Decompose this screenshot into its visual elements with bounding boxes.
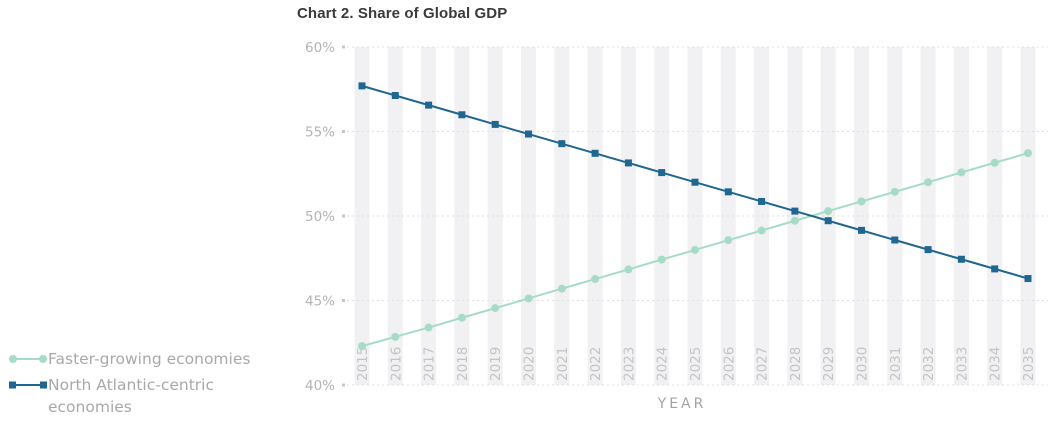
series-1-point: [1024, 275, 1032, 283]
x-tick-label: 2019: [488, 347, 504, 381]
series-1-point: [758, 197, 766, 205]
chart-title: Chart 2. Share of Global GDP: [297, 5, 508, 22]
y-tick-mark: [342, 214, 345, 218]
x-tick-label: 2018: [455, 347, 471, 381]
year-band-2031: [887, 47, 903, 385]
x-tick-label: 2025: [688, 347, 704, 381]
x-tick-label: 2028: [788, 347, 804, 381]
x-tick-label: 2022: [588, 347, 604, 381]
series-0-point: [358, 342, 366, 351]
series-0-point: [957, 168, 966, 177]
legend-item-north-atlantic: North Atlantic-centric economies: [4, 374, 288, 418]
legend: Faster-growing economies North Atlantic-…: [4, 348, 288, 422]
series-0-point: [424, 323, 433, 332]
x-tick-label: 2015: [355, 347, 371, 381]
series-1-point: [591, 149, 599, 157]
series-0-point: [591, 275, 600, 284]
series-1-point: [624, 159, 632, 167]
series-0-point: [1024, 149, 1032, 158]
x-tick-label: 2024: [655, 347, 671, 381]
series-0-point: [990, 158, 999, 167]
x-tick-label: 2021: [555, 347, 571, 381]
year-band-2034: [987, 47, 1003, 385]
series-0-point: [457, 313, 466, 322]
year-band-2025: [687, 47, 703, 385]
year-band-2033: [953, 47, 969, 385]
x-tick-label: 2034: [988, 347, 1004, 381]
x-tick-label: 2035: [1021, 347, 1037, 381]
series-1-point: [425, 101, 433, 109]
series-1-point: [491, 120, 499, 128]
year-band-2027: [754, 47, 770, 385]
x-tick-label: 2020: [522, 347, 538, 381]
y-tick-mark: [342, 45, 345, 49]
year-band-2022: [587, 47, 603, 385]
series-0-point: [491, 304, 500, 313]
series-0-point: [824, 207, 833, 216]
x-tick-label: 2023: [621, 347, 637, 381]
series-0-point: [657, 255, 666, 264]
series-0-point: [557, 284, 566, 293]
series-1-point: [358, 82, 366, 90]
series-1-point: [391, 92, 399, 100]
year-band-2030: [854, 47, 869, 385]
y-tick-mark: [342, 130, 345, 133]
y-tick-label: 55%: [305, 125, 335, 141]
series-0-point: [391, 332, 400, 341]
x-tick-label: 2027: [755, 347, 771, 381]
series-1-point: [558, 140, 566, 148]
series-1-point: [891, 236, 899, 244]
series-1-point: [724, 188, 732, 196]
legend-swatch-north-atlantic: [9, 381, 47, 389]
x-axis-label: YEAR: [657, 396, 707, 412]
legend-label-faster-growing: Faster-growing economies: [48, 350, 251, 368]
series-0-point: [624, 265, 633, 274]
x-tick-label: 2016: [388, 347, 404, 381]
series-0-point: [924, 178, 933, 187]
series-1-point: [991, 265, 999, 273]
x-tick-label: 2031: [888, 347, 904, 381]
series-1-point: [957, 255, 965, 263]
legend-item-faster-growing: Faster-growing economies: [4, 348, 288, 370]
y-tick-label: 50%: [305, 209, 335, 225]
series-1-point: [658, 169, 666, 177]
x-axis-ticks: 2015 2016 2017 2018 2019 2020 2021 2022 2023 2024…: [355, 347, 1037, 381]
series-1-point: [924, 246, 932, 254]
year-band-2016: [387, 47, 403, 385]
series-0-point: [857, 197, 866, 206]
y-tick-label: 40%: [305, 378, 335, 394]
year-band-2019: [487, 47, 503, 385]
series-1-point: [458, 111, 466, 119]
year-band-2028: [787, 47, 803, 385]
y-tick-label: 60%: [305, 40, 335, 56]
y-axis-ticks: 40% 45% 50% 55% 60%: [305, 40, 345, 394]
y-tick-label: 45%: [305, 294, 335, 310]
x-tick-label: 2033: [954, 347, 970, 381]
series-0-point: [790, 216, 799, 225]
series-1-point: [791, 207, 799, 215]
series-1-point: [858, 226, 865, 234]
x-tick-label: 2032: [921, 347, 937, 381]
series-1-point: [525, 130, 532, 138]
x-tick-label: 2029: [821, 347, 837, 381]
y-tick-mark: [342, 299, 345, 302]
legend-label-north-atlantic: North Atlantic-centric economies: [48, 376, 214, 416]
y-tick-mark: [342, 383, 345, 387]
series-markers: [358, 82, 1032, 351]
x-tick-label: 2030: [855, 347, 871, 381]
legend-swatch-faster-growing: [9, 355, 47, 363]
year-band-2024: [654, 47, 670, 385]
series-0-point: [724, 236, 733, 245]
series-0-point: [524, 294, 533, 303]
series-1-point: [824, 217, 832, 225]
series-1-point: [691, 178, 699, 186]
series-0-point: [757, 226, 766, 235]
gridlines: [347, 46, 1048, 386]
series-0-point: [890, 187, 899, 196]
x-tick-label: 2017: [422, 347, 438, 381]
x-tick-label: 2026: [721, 347, 737, 381]
series-0-point: [691, 245, 699, 254]
